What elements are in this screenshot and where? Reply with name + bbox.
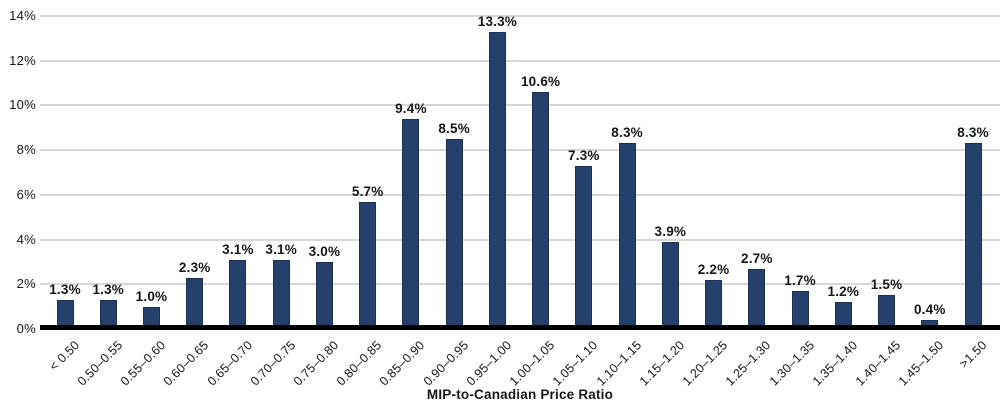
x-tick-label: 1.10–1.15 <box>593 338 644 389</box>
bar <box>791 290 809 329</box>
bar <box>445 138 463 329</box>
bar-value-label: 3.1% <box>265 241 297 257</box>
bar <box>661 241 679 329</box>
x-tick-label: 0.80–0.85 <box>334 338 385 389</box>
bar-value-label: 8.5% <box>438 120 470 136</box>
y-tick-label-4: 4% <box>16 231 36 247</box>
x-tick-label: 0.85–0.90 <box>377 338 428 389</box>
bar <box>272 259 290 329</box>
bar-value-label: 3.1% <box>222 241 254 257</box>
bar <box>359 201 377 329</box>
bar-value-label: 10.6% <box>520 74 561 89</box>
x-tick-label: 1.25–1.30 <box>723 338 774 389</box>
y-tick-label-6: 6% <box>16 186 36 202</box>
bar <box>532 92 550 329</box>
gridline-6pct <box>40 193 1000 196</box>
bar <box>142 306 160 329</box>
gridline-2pct <box>40 283 1000 286</box>
x-axis-title: MIP-to-Canadian Price Ratio <box>426 387 614 402</box>
bar <box>618 143 636 329</box>
bar <box>878 295 896 329</box>
y-tick-label-0: 0% <box>16 321 36 336</box>
bar-value-label: 1.2% <box>827 284 860 300</box>
bar-value-label: 3.0% <box>308 243 341 259</box>
bar-value-label: 0.4% <box>913 302 946 318</box>
bar-value-label: 13.3% <box>477 13 518 29</box>
y-tick-label-10: 10% <box>9 97 36 113</box>
gridline-10pct <box>40 104 1000 107</box>
bar <box>748 268 766 329</box>
y-tick-label-14: 14% <box>9 8 36 23</box>
bar-value-label: 5.7% <box>351 183 384 199</box>
bar <box>56 299 74 329</box>
bar-value-label: 1.3% <box>49 281 81 297</box>
x-tick-label: < 0.50 <box>46 338 82 374</box>
bar-value-label: 1.3% <box>92 281 125 297</box>
x-tick-label: 1.40–1.45 <box>852 338 904 389</box>
x-tick-label: 1.00–1.05 <box>507 338 558 389</box>
gridline-8pct <box>40 149 1000 152</box>
gridline-4pct <box>40 238 1000 241</box>
bar-value-label: 7.3% <box>568 147 600 163</box>
x-tick-label: 0.75–0.80 <box>290 338 342 389</box>
bar <box>834 302 852 329</box>
x-tick-label: >1.50 <box>956 338 990 371</box>
bar <box>921 320 939 329</box>
bar-value-label: 1.5% <box>870 277 903 293</box>
x-axis-line <box>40 325 1000 330</box>
y-tick-label-8: 8% <box>16 142 36 158</box>
bar-value-label: 3.9% <box>654 223 687 239</box>
bar <box>315 261 333 329</box>
x-tick-label: 0.65–0.70 <box>204 338 255 389</box>
x-tick-label: 1.35–1.40 <box>809 338 861 389</box>
x-tick-label: 1.05–1.10 <box>550 338 601 389</box>
bar <box>964 143 982 329</box>
x-tick-label: 0.60–0.65 <box>161 338 212 389</box>
bar-value-label: 2.2% <box>697 261 730 277</box>
x-tick-label: 0.95–1.00 <box>463 338 515 389</box>
bar <box>229 259 247 329</box>
x-tick-label: 1.20–1.25 <box>679 338 731 389</box>
y-tick-label-12: 12% <box>9 52 36 68</box>
bar-value-label: 2.7% <box>741 250 773 266</box>
gridline-14pct <box>40 15 1000 17</box>
x-tick-label: 0.90–0.95 <box>420 338 472 389</box>
x-tick-label: 0.70–0.75 <box>247 338 299 389</box>
bar-value-label: 8.3% <box>611 125 643 141</box>
x-tick-label: 1.30–1.35 <box>766 338 817 389</box>
bar-value-label: 9.4% <box>395 100 427 116</box>
bar <box>575 165 593 329</box>
bar-value-label: 1.7% <box>784 272 816 288</box>
x-tick-label: 0.55–0.60 <box>117 338 169 389</box>
bar <box>186 277 204 329</box>
bar <box>402 118 420 329</box>
x-tick-label: 1.45–1.50 <box>896 338 947 389</box>
bar-value-label: 2.3% <box>178 259 211 275</box>
bar-value-label: 8.3% <box>957 125 989 141</box>
bar <box>705 279 723 329</box>
bar-value-label: 1.0% <box>135 288 168 304</box>
bar <box>488 31 506 329</box>
x-tick-label: 1.15–1.20 <box>636 338 688 389</box>
x-tick-label: 0.50–0.55 <box>74 338 126 389</box>
bar <box>99 299 117 329</box>
y-tick-label-2: 2% <box>16 276 36 292</box>
gridline-12pct <box>40 59 1000 62</box>
